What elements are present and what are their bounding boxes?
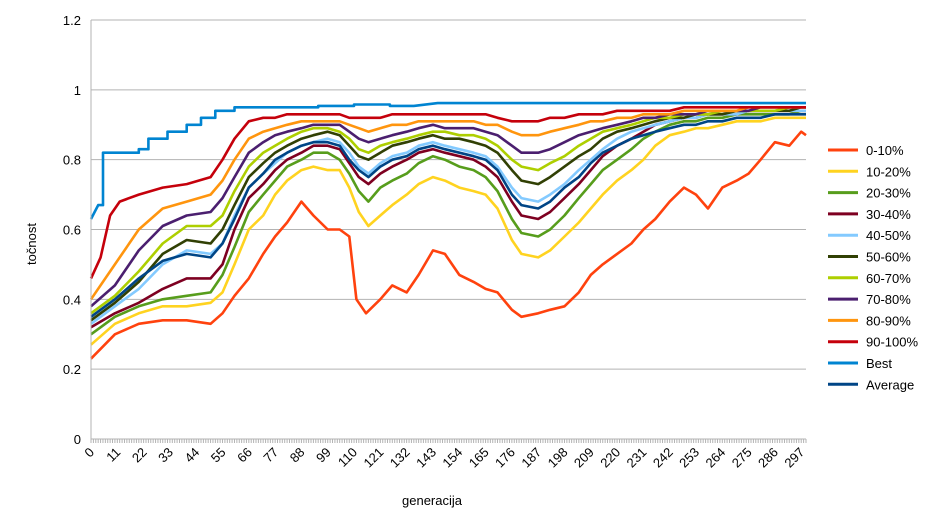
x-tick-label: 11 bbox=[103, 445, 123, 465]
x-tick-label: 110 bbox=[335, 445, 360, 470]
legend-label: 60-70% bbox=[866, 271, 911, 286]
x-tick-label: 121 bbox=[361, 445, 387, 471]
series-line-10 bbox=[89, 101, 806, 220]
x-tick-label: 198 bbox=[545, 445, 571, 471]
legend-label: 40-50% bbox=[866, 228, 911, 243]
x-tick-label: 66 bbox=[234, 445, 255, 466]
y-tick-label: 0.8 bbox=[63, 153, 81, 168]
y-tick-label: 1 bbox=[74, 83, 81, 98]
x-tick-label: 0 bbox=[81, 445, 97, 461]
legend-label: 10-20% bbox=[866, 164, 911, 179]
x-tick-label: 33 bbox=[155, 445, 176, 466]
series-line-0 bbox=[90, 130, 807, 360]
y-tick-label: 1.2 bbox=[63, 13, 81, 28]
legend-label: 50-60% bbox=[866, 250, 911, 265]
x-tick-label: 242 bbox=[650, 445, 676, 471]
legend-label: 90-100% bbox=[866, 335, 918, 350]
x-tick-label: 154 bbox=[439, 445, 465, 471]
x-tick-label: 44 bbox=[182, 445, 203, 466]
x-axis-ticks: 0 11 22 33 44 55 66 77 88 99 110 121 132 143 154 165 176… bbox=[81, 439, 807, 470]
axes bbox=[90, 20, 806, 440]
x-tick-label: 165 bbox=[466, 445, 492, 471]
series-line-4 bbox=[90, 109, 806, 325]
x-tick-label: 264 bbox=[702, 445, 728, 471]
x-tick-label: 187 bbox=[518, 445, 544, 471]
y-tick-label: 0.2 bbox=[63, 362, 81, 377]
series-line-2 bbox=[90, 109, 806, 336]
legend-label: 0-10% bbox=[866, 143, 904, 158]
series-line-11 bbox=[90, 113, 806, 318]
x-tick-label: 253 bbox=[676, 445, 702, 471]
y-tick-label: 0 bbox=[74, 432, 81, 447]
y-axis-ticks: 0 0.2 0.4 0.6 0.8 1 1.2 bbox=[63, 13, 81, 447]
y-tick-label: 0.6 bbox=[63, 223, 81, 238]
y-tick-label: 0.4 bbox=[63, 292, 81, 307]
x-tick-label: 99 bbox=[313, 445, 334, 466]
x-tick-label: 209 bbox=[571, 445, 597, 471]
x-tick-label: 176 bbox=[492, 445, 518, 471]
x-tick-label: 231 bbox=[624, 445, 650, 471]
legend-label: 30-40% bbox=[866, 207, 911, 222]
x-tick-label: 88 bbox=[287, 445, 308, 466]
series-line-1 bbox=[90, 116, 806, 346]
legend: 0-10% 10-20% 20-30% 30-40% 40-50% 50-60% 60-70… bbox=[828, 143, 918, 392]
x-tick-label: 77 bbox=[260, 445, 281, 466]
x-tick-label: 275 bbox=[729, 445, 755, 471]
x-tick-label: 297 bbox=[781, 445, 807, 471]
series-line-7 bbox=[90, 106, 806, 308]
x-tick-label: 55 bbox=[208, 445, 229, 466]
y-axis-title: točnost bbox=[24, 223, 39, 265]
x-tick-label: 22 bbox=[129, 445, 150, 466]
grid-lines bbox=[91, 19, 806, 440]
series-line-9 bbox=[89, 106, 806, 279]
series-lines bbox=[89, 101, 807, 360]
x-tick-label: 220 bbox=[597, 445, 623, 471]
x-tick-label: 286 bbox=[755, 445, 781, 471]
x-tick-label: 143 bbox=[413, 445, 439, 471]
x-axis-title: generacija bbox=[402, 493, 463, 508]
series-line-8 bbox=[89, 106, 806, 301]
x-tick-label: 132 bbox=[387, 445, 413, 471]
legend-label: 20-30% bbox=[866, 186, 911, 201]
legend-label: Best bbox=[866, 356, 892, 371]
legend-label: 80-90% bbox=[866, 313, 911, 328]
legend-label: Average bbox=[866, 377, 914, 392]
legend-label: 70-80% bbox=[866, 292, 911, 307]
